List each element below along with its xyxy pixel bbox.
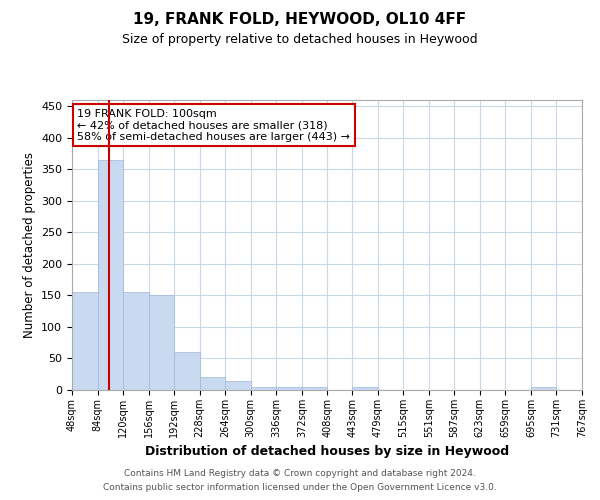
Bar — [98, 160, 123, 390]
Text: Size of property relative to detached houses in Heywood: Size of property relative to detached ho… — [122, 32, 478, 46]
Bar — [531, 387, 556, 390]
Bar — [251, 387, 276, 390]
Bar — [276, 387, 302, 390]
Text: Contains HM Land Registry data © Crown copyright and database right 2024.: Contains HM Land Registry data © Crown c… — [124, 468, 476, 477]
X-axis label: Distribution of detached houses by size in Heywood: Distribution of detached houses by size … — [145, 446, 509, 458]
Bar — [302, 387, 328, 390]
Bar — [174, 352, 200, 390]
Y-axis label: Number of detached properties: Number of detached properties — [23, 152, 35, 338]
Bar — [200, 378, 225, 390]
Bar — [123, 292, 149, 390]
Bar — [72, 292, 98, 390]
Bar — [225, 380, 251, 390]
Bar — [149, 296, 174, 390]
Bar — [352, 387, 378, 390]
Text: Contains public sector information licensed under the Open Government Licence v3: Contains public sector information licen… — [103, 484, 497, 492]
Text: 19, FRANK FOLD, HEYWOOD, OL10 4FF: 19, FRANK FOLD, HEYWOOD, OL10 4FF — [133, 12, 467, 28]
Text: 19 FRANK FOLD: 100sqm
← 42% of detached houses are smaller (318)
58% of semi-det: 19 FRANK FOLD: 100sqm ← 42% of detached … — [77, 108, 350, 142]
